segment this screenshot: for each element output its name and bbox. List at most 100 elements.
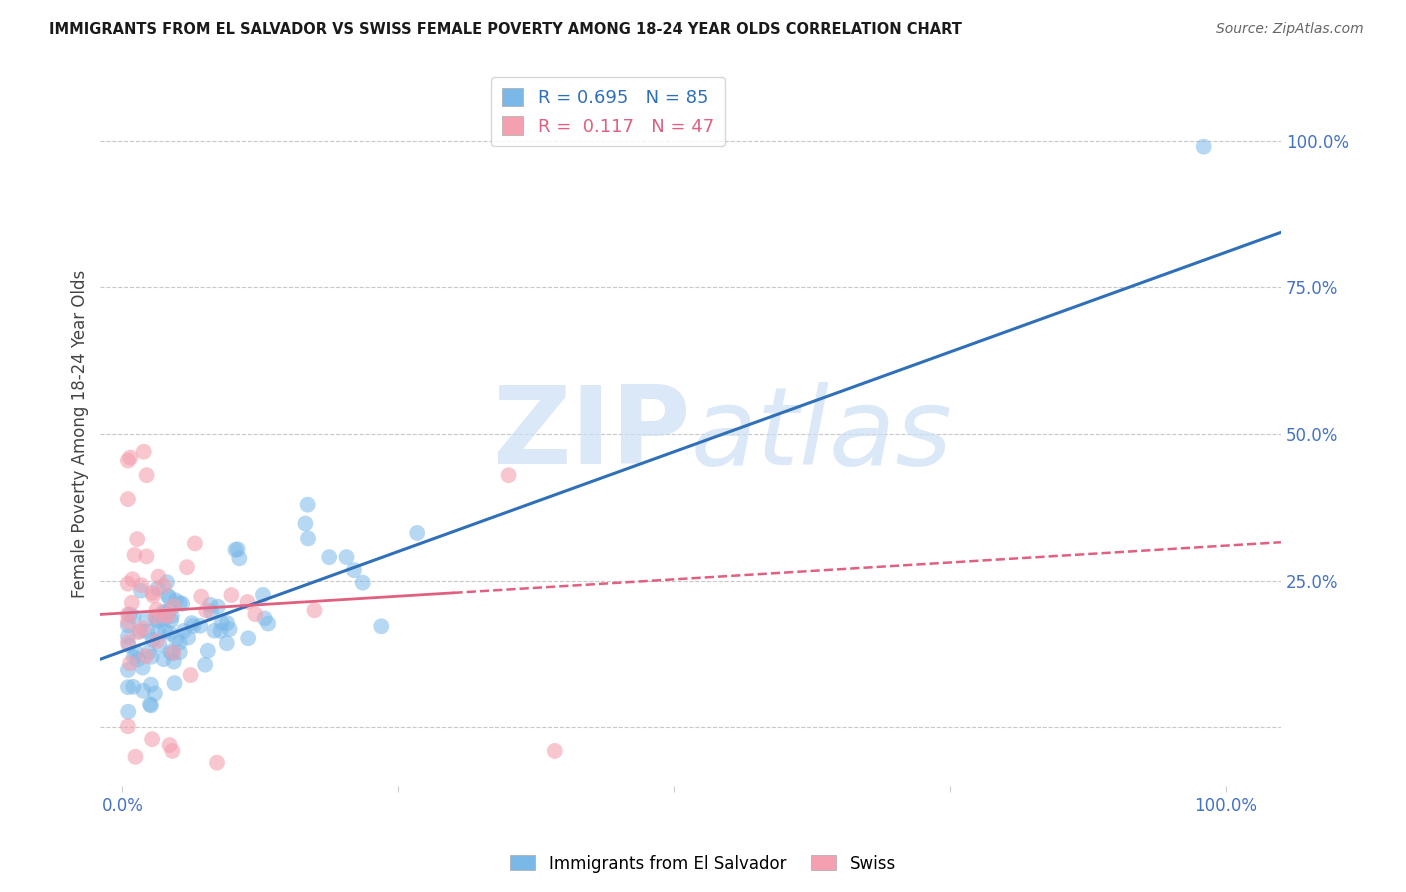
- Point: [129, 624, 152, 638]
- Point: [253, 611, 276, 625]
- Point: [200, 598, 222, 612]
- Point: [155, 624, 177, 638]
- Point: [180, 668, 202, 682]
- Point: [156, 575, 179, 590]
- Point: [236, 595, 259, 609]
- Point: [159, 626, 181, 640]
- Point: [165, 632, 187, 646]
- Point: [194, 657, 217, 672]
- Text: IMMIGRANTS FROM EL SALVADOR VS SWISS FEMALE POVERTY AMONG 18-24 YEAR OLDS CORREL: IMMIGRANTS FROM EL SALVADOR VS SWISS FEM…: [49, 22, 962, 37]
- Point: [146, 581, 169, 595]
- Point: [204, 624, 226, 638]
- Point: [135, 649, 157, 664]
- Point: [169, 596, 191, 610]
- Point: [117, 719, 139, 733]
- Point: [146, 634, 169, 648]
- Point: [121, 572, 143, 586]
- Point: [195, 603, 218, 617]
- Point: [163, 655, 186, 669]
- Point: [127, 625, 149, 640]
- Point: [132, 622, 155, 636]
- Point: [122, 609, 145, 624]
- Point: [335, 549, 357, 564]
- Point: [190, 590, 212, 604]
- Point: [257, 616, 280, 631]
- Point: [297, 532, 319, 546]
- Point: [117, 635, 139, 649]
- Point: [117, 680, 139, 694]
- Point: [141, 732, 163, 747]
- Point: [139, 698, 162, 713]
- Point: [146, 624, 169, 639]
- Point: [145, 603, 167, 617]
- Point: [121, 596, 143, 610]
- Point: [163, 676, 186, 690]
- Point: [157, 591, 180, 605]
- Point: [224, 542, 246, 557]
- Point: [218, 622, 240, 636]
- Point: [148, 569, 170, 583]
- Point: [181, 619, 204, 633]
- Point: [117, 630, 139, 644]
- Point: [153, 605, 176, 619]
- Point: [135, 549, 157, 564]
- Point: [207, 599, 229, 614]
- Point: [197, 644, 219, 658]
- Point: [352, 575, 374, 590]
- Point: [172, 597, 194, 611]
- Point: [165, 593, 187, 607]
- Point: [177, 631, 200, 645]
- Point: [252, 588, 274, 602]
- Point: [139, 678, 162, 692]
- Point: [209, 624, 232, 638]
- Point: [148, 638, 170, 652]
- Point: [173, 624, 195, 638]
- Point: [136, 624, 159, 639]
- Point: [215, 636, 238, 650]
- Point: [127, 532, 149, 546]
- Point: [153, 579, 176, 593]
- Point: [406, 525, 429, 540]
- Point: [141, 585, 163, 599]
- Point: [117, 492, 139, 507]
- Point: [245, 607, 267, 622]
- Point: [211, 615, 233, 630]
- Point: [120, 657, 142, 671]
- Point: [498, 468, 520, 483]
- Point: [153, 608, 176, 623]
- Point: [159, 738, 181, 752]
- Point: [162, 599, 184, 614]
- Point: [122, 680, 145, 694]
- Point: [135, 612, 157, 626]
- Point: [180, 615, 202, 630]
- Point: [117, 453, 139, 467]
- Point: [135, 468, 157, 483]
- Point: [145, 612, 167, 626]
- Point: [160, 608, 183, 623]
- Point: [544, 744, 567, 758]
- Point: [143, 609, 166, 624]
- Point: [169, 645, 191, 659]
- Point: [157, 589, 180, 603]
- Point: [370, 619, 392, 633]
- Point: [117, 607, 139, 622]
- Y-axis label: Female Poverty Among 18-24 Year Olds: Female Poverty Among 18-24 Year Olds: [72, 270, 89, 599]
- Text: ZIP: ZIP: [492, 381, 690, 487]
- Point: [157, 604, 180, 618]
- Point: [138, 645, 160, 659]
- Point: [127, 652, 149, 666]
- Point: [142, 589, 165, 603]
- Point: [159, 645, 181, 659]
- Point: [148, 614, 170, 628]
- Point: [124, 548, 146, 562]
- Point: [343, 563, 366, 577]
- Point: [132, 683, 155, 698]
- Point: [153, 607, 176, 621]
- Point: [162, 744, 184, 758]
- Point: [297, 498, 319, 512]
- Point: [318, 550, 340, 565]
- Point: [205, 756, 228, 770]
- Point: [131, 660, 153, 674]
- Point: [184, 536, 207, 550]
- Point: [160, 614, 183, 628]
